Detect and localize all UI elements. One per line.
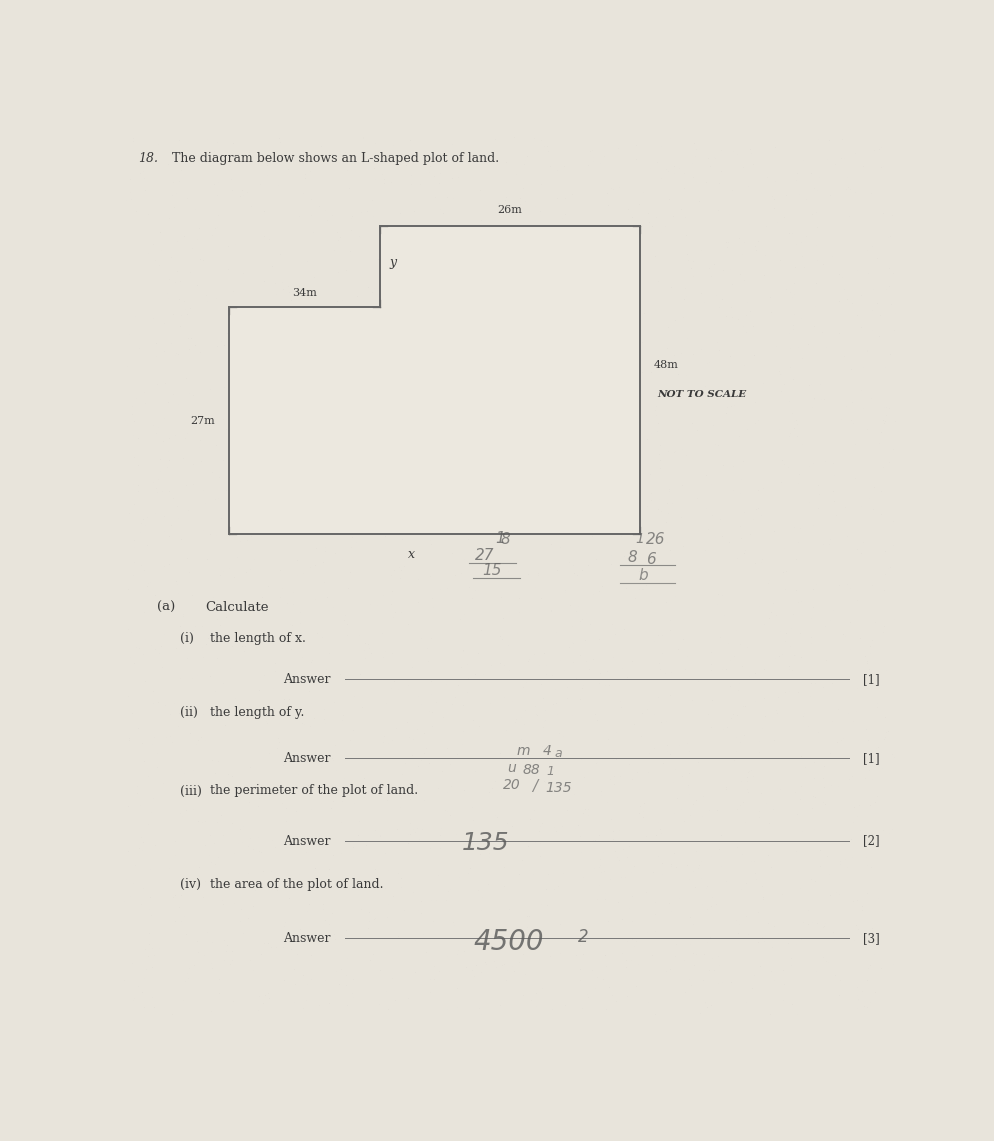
Text: [1]: [1] <box>863 752 879 766</box>
Text: 20: 20 <box>503 778 520 792</box>
Polygon shape <box>229 226 639 534</box>
Text: the area of the plot of land.: the area of the plot of land. <box>210 879 383 891</box>
Text: Answer: Answer <box>283 673 330 686</box>
Text: the length of x.: the length of x. <box>210 632 305 645</box>
Text: a: a <box>554 747 562 760</box>
Text: u: u <box>507 761 516 775</box>
Text: b: b <box>638 568 648 583</box>
Text: 27m: 27m <box>190 415 215 426</box>
Text: [1]: [1] <box>863 673 879 686</box>
Text: the perimeter of the plot of land.: the perimeter of the plot of land. <box>210 785 417 798</box>
Text: Calculate: Calculate <box>206 601 269 614</box>
Text: y: y <box>389 257 397 269</box>
Text: (ii): (ii) <box>180 706 198 719</box>
Text: (i): (i) <box>180 632 194 645</box>
Text: [3]: [3] <box>863 932 879 946</box>
Text: Answer: Answer <box>283 752 330 766</box>
Text: 26: 26 <box>645 533 664 548</box>
Text: 1: 1 <box>635 532 643 545</box>
Text: 34m: 34m <box>292 288 317 298</box>
Text: /: / <box>532 778 537 794</box>
Text: 18.: 18. <box>138 152 158 164</box>
Text: 15: 15 <box>482 564 502 578</box>
Text: (a): (a) <box>157 601 175 614</box>
Text: 4500: 4500 <box>473 929 543 956</box>
Text: 48m: 48m <box>653 359 678 370</box>
Text: (iii): (iii) <box>180 785 202 798</box>
Text: 1: 1 <box>546 766 554 778</box>
Text: m: m <box>516 744 530 758</box>
Text: 135: 135 <box>545 780 572 794</box>
Text: 1: 1 <box>495 531 505 545</box>
Text: the length of y.: the length of y. <box>210 706 304 719</box>
Text: 135: 135 <box>461 831 509 855</box>
Text: Answer: Answer <box>283 932 330 946</box>
Text: (iv): (iv) <box>180 879 201 891</box>
Text: 8: 8 <box>626 550 636 565</box>
Text: The diagram below shows an L-shaped plot of land.: The diagram below shows an L-shaped plot… <box>172 152 499 164</box>
Text: NOT TO SCALE: NOT TO SCALE <box>656 389 746 398</box>
Text: 8: 8 <box>500 533 510 548</box>
Text: 27: 27 <box>474 548 494 563</box>
Text: 4: 4 <box>542 744 551 758</box>
Text: 88: 88 <box>522 763 540 777</box>
Text: x: x <box>408 548 414 561</box>
Text: 26m: 26m <box>497 204 522 215</box>
Text: [2]: [2] <box>863 834 879 848</box>
Text: Answer: Answer <box>283 834 330 848</box>
Text: 2: 2 <box>578 929 587 947</box>
Text: 6: 6 <box>646 552 656 567</box>
